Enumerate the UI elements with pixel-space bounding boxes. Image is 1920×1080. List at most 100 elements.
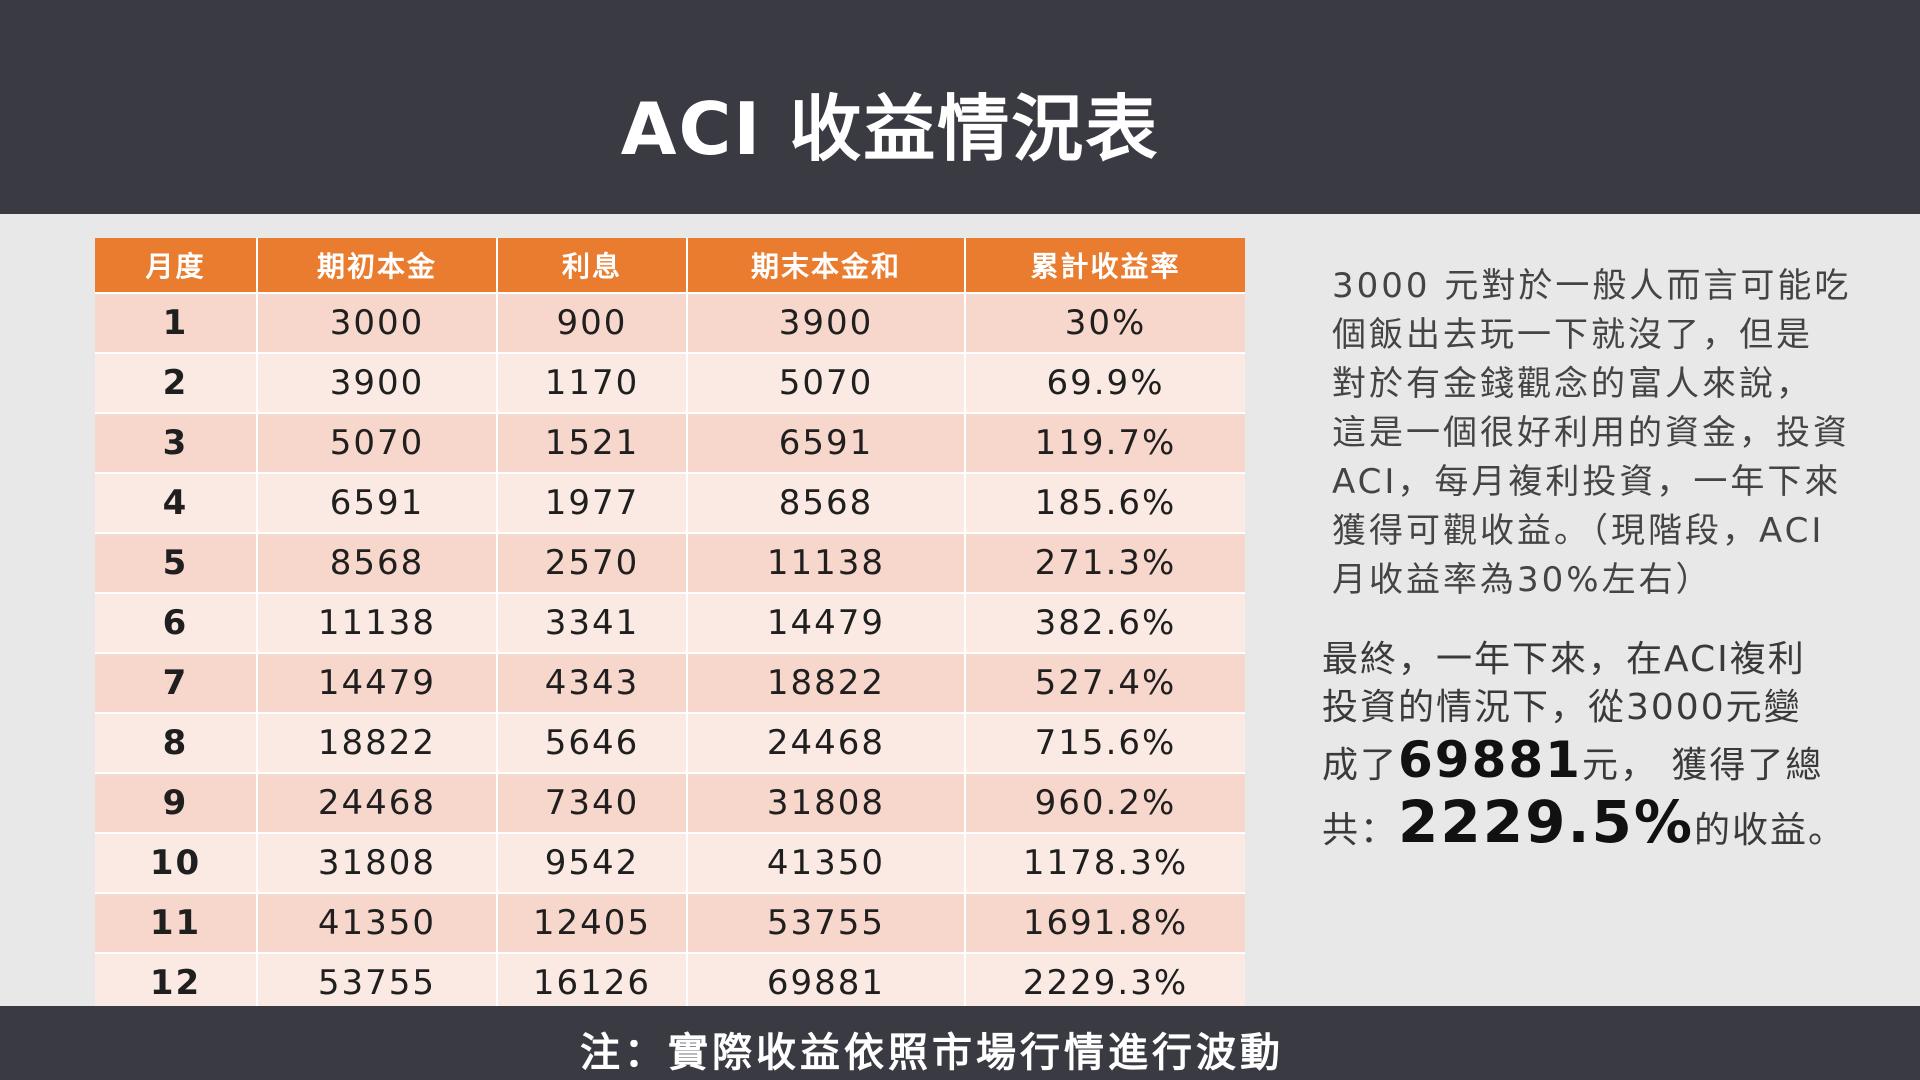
cell-opening-principal: 11138 (257, 592, 498, 653)
table-row: 2 3900 1170 5070 69.9% (95, 352, 1245, 413)
header-cumulative-return: 累計收益率 (965, 238, 1245, 293)
summary-line-total-return: 共：2229.5%的收益。 (1322, 793, 1882, 855)
table-row: 8 18822 5646 24468 715.6% (95, 712, 1245, 773)
cell-opening-principal: 31808 (257, 832, 498, 893)
header-opening-principal: 期初本金 (257, 238, 498, 293)
cell-cumulative-return: 271.3% (965, 532, 1245, 593)
cell-opening-principal: 24468 (257, 772, 498, 833)
cell-opening-principal: 41350 (257, 892, 498, 953)
cell-closing-total: 8568 (687, 472, 966, 533)
cell-opening-principal: 8568 (257, 532, 498, 593)
header-interest: 利息 (497, 238, 688, 293)
cell-interest: 5646 (497, 712, 688, 773)
cell-cumulative-return: 382.6% (965, 592, 1245, 653)
cell-interest: 3341 (497, 592, 688, 653)
summary-text: 成了 (1322, 745, 1399, 786)
cell-closing-total: 41350 (687, 832, 966, 893)
cell-cumulative-return: 69.9% (965, 352, 1245, 413)
cell-cumulative-return: 715.6% (965, 712, 1245, 773)
table-row: 12 53755 16126 69881 2229.3% (95, 952, 1245, 1012)
cell-closing-total: 69881 (687, 952, 966, 1012)
cell-month: 3 (95, 412, 258, 473)
explanation-line: 月收益率為30%左右） (1332, 560, 1713, 600)
cell-opening-principal: 14479 (257, 652, 498, 713)
table-body: 1 3000 900 3900 30% 2 3900 1170 5070 69.… (95, 292, 1245, 1012)
cell-closing-total: 3900 (687, 292, 966, 353)
cell-month: 1 (95, 292, 258, 353)
cell-interest: 1521 (497, 412, 688, 473)
table-row: 4 6591 1977 8568 185.6% (95, 472, 1245, 533)
footer-note: 注：實際收益依照市場行情進行波動 (580, 1030, 1284, 1076)
cell-closing-total: 5070 (687, 352, 966, 413)
summary-text: 的收益。 (1693, 810, 1846, 851)
cell-interest: 9542 (497, 832, 688, 893)
explanation-line: 這是一個很好利用的資金，投資 (1332, 413, 1850, 453)
cell-month: 11 (95, 892, 258, 953)
cell-opening-principal: 18822 (257, 712, 498, 773)
cell-month: 9 (95, 772, 258, 833)
cell-opening-principal: 6591 (257, 472, 498, 533)
table-row: 7 14479 4343 18822 527.4% (95, 652, 1245, 713)
header-closing-total: 期末本金和 (687, 238, 966, 293)
cell-interest: 1170 (497, 352, 688, 413)
summary-line: 投資的情況下，從3000元變 (1322, 687, 1802, 728)
cell-opening-principal: 3000 (257, 292, 498, 353)
earnings-table-container: 月度 期初本金 利息 期末本金和 累計收益率 1 3000 900 3900 3… (95, 238, 1245, 1012)
cell-cumulative-return: 527.4% (965, 652, 1245, 713)
cell-opening-principal: 5070 (257, 412, 498, 473)
explanation-line: ACI，每月複利投資，一年下來 (1332, 462, 1842, 502)
total-return-highlight: 2229.5% (1398, 788, 1694, 856)
cell-interest: 4343 (497, 652, 688, 713)
table-row: 11 41350 12405 53755 1691.8% (95, 892, 1245, 953)
earnings-table: 月度 期初本金 利息 期末本金和 累計收益率 1 3000 900 3900 3… (95, 238, 1245, 1012)
table-row: 6 11138 3341 14479 382.6% (95, 592, 1245, 653)
cell-opening-principal: 3900 (257, 352, 498, 413)
cell-closing-total: 6591 (687, 412, 966, 473)
explanation-line: 3000 元對於一般人而言可能吃 (1332, 266, 1852, 306)
cell-closing-total: 53755 (687, 892, 966, 953)
explanation-line: 對於有金錢觀念的富人來說， (1332, 364, 1813, 404)
cell-cumulative-return: 185.6% (965, 472, 1245, 533)
cell-cumulative-return: 1178.3% (965, 832, 1245, 893)
cell-cumulative-return: 30% (965, 292, 1245, 353)
cell-interest: 7340 (497, 772, 688, 833)
cell-cumulative-return: 119.7% (965, 412, 1245, 473)
summary-text: 共： (1322, 810, 1399, 851)
final-amount-highlight: 69881 (1398, 731, 1582, 789)
summary-line-final-amount: 成了69881元， 獲得了總 (1322, 735, 1882, 790)
header-month: 月度 (95, 238, 258, 293)
table-row: 10 31808 9542 41350 1178.3% (95, 832, 1245, 893)
cell-cumulative-return: 960.2% (965, 772, 1245, 833)
table-row: 5 8568 2570 11138 271.3% (95, 532, 1245, 593)
table-row: 9 24468 7340 31808 960.2% (95, 772, 1245, 833)
cell-closing-total: 14479 (687, 592, 966, 653)
explanation-line: 獲得可觀收益。（現階段，ACI (1332, 511, 1825, 551)
cell-cumulative-return: 1691.8% (965, 892, 1245, 953)
footer-bar: 注：實際收益依照市場行情進行波動 (0, 1006, 1920, 1080)
cell-interest: 900 (497, 292, 688, 353)
cell-cumulative-return: 2229.3% (965, 952, 1245, 1012)
cell-closing-total: 24468 (687, 712, 966, 773)
cell-month: 5 (95, 532, 258, 593)
cell-month: 8 (95, 712, 258, 773)
page-title: ACI 收益情況表 (620, 87, 1160, 171)
table-header: 月度 期初本金 利息 期末本金和 累計收益率 (95, 238, 1245, 293)
table-row: 1 3000 900 3900 30% (95, 292, 1245, 353)
cell-interest: 1977 (497, 472, 688, 533)
cell-interest: 12405 (497, 892, 688, 953)
summary-paragraph: 最終，一年下來，在ACI複利 投資的情況下，從3000元變 成了69881元， … (1322, 636, 1882, 855)
cell-interest: 16126 (497, 952, 688, 1012)
header-bar: ACI 收益情況表 (0, 0, 1920, 214)
cell-month: 6 (95, 592, 258, 653)
cell-opening-principal: 53755 (257, 952, 498, 1012)
table-row: 3 5070 1521 6591 119.7% (95, 412, 1245, 473)
summary-line: 最終，一年下來，在ACI複利 (1322, 639, 1806, 680)
cell-month: 12 (95, 952, 258, 1012)
cell-month: 10 (95, 832, 258, 893)
cell-closing-total: 18822 (687, 652, 966, 713)
explanation-line: 個飯出去玩一下就沒了，但是 (1332, 315, 1813, 355)
cell-interest: 2570 (497, 532, 688, 593)
cell-month: 4 (95, 472, 258, 533)
summary-text: 元， 獲得了總 (1581, 745, 1824, 786)
